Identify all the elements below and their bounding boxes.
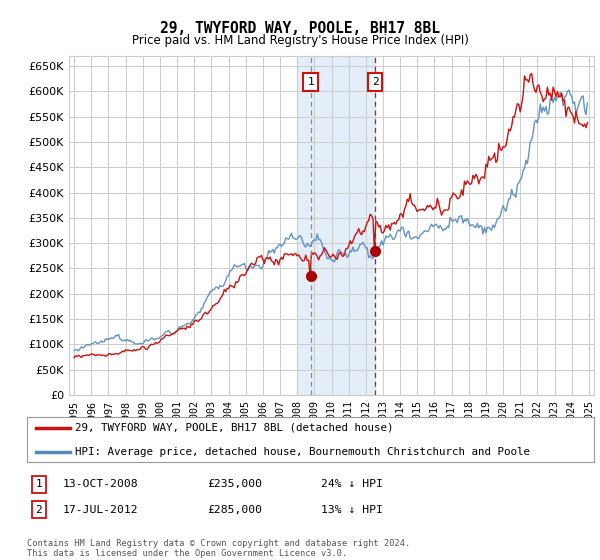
Text: Contains HM Land Registry data © Crown copyright and database right 2024.
This d: Contains HM Land Registry data © Crown c…: [27, 539, 410, 558]
Text: 13% ↓ HPI: 13% ↓ HPI: [321, 505, 383, 515]
Text: £285,000: £285,000: [207, 505, 262, 515]
Text: 17-JUL-2012: 17-JUL-2012: [63, 505, 139, 515]
Bar: [297, 56, 375, 395]
Text: Price paid vs. HM Land Registry's House Price Index (HPI): Price paid vs. HM Land Registry's House …: [131, 34, 469, 46]
Text: 13-OCT-2008: 13-OCT-2008: [63, 479, 139, 489]
Text: 29, TWYFORD WAY, POOLE, BH17 8BL (detached house): 29, TWYFORD WAY, POOLE, BH17 8BL (detach…: [75, 422, 394, 432]
Text: HPI: Average price, detached house, Bournemouth Christchurch and Poole: HPI: Average price, detached house, Bour…: [75, 447, 530, 457]
Text: 1: 1: [307, 77, 314, 87]
Text: 2: 2: [372, 77, 379, 87]
Text: 2: 2: [35, 505, 43, 515]
Text: 1: 1: [35, 479, 43, 489]
Text: £235,000: £235,000: [207, 479, 262, 489]
Text: 29, TWYFORD WAY, POOLE, BH17 8BL: 29, TWYFORD WAY, POOLE, BH17 8BL: [160, 21, 440, 36]
Text: 24% ↓ HPI: 24% ↓ HPI: [321, 479, 383, 489]
